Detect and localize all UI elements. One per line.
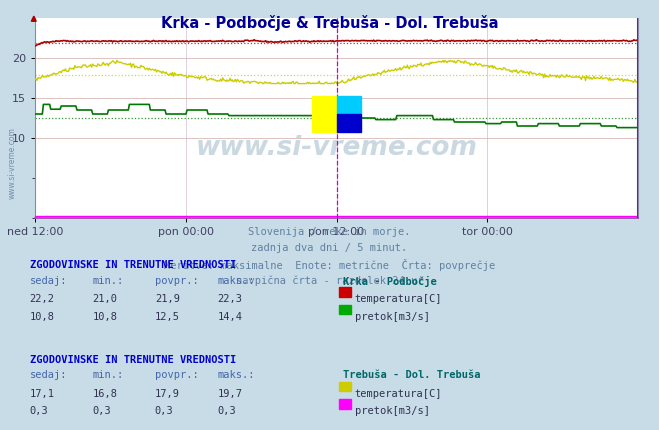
Text: navpična črta - razdelek 24 ur: navpična črta - razdelek 24 ur <box>236 276 423 286</box>
Text: sedaj:: sedaj: <box>30 370 67 380</box>
Text: Meritve: maksimalne  Enote: metrične  Črta: povprečje: Meritve: maksimalne Enote: metrične Črta… <box>164 259 495 271</box>
Text: 12,5: 12,5 <box>155 312 180 322</box>
Text: min.:: min.: <box>92 370 123 380</box>
Text: 22,2: 22,2 <box>30 294 55 304</box>
Text: zadnja dva dni / 5 minut.: zadnja dva dni / 5 minut. <box>251 243 408 253</box>
Text: 0,3: 0,3 <box>155 406 173 416</box>
Text: 17,9: 17,9 <box>155 389 180 399</box>
Text: povpr.:: povpr.: <box>155 370 198 380</box>
Text: maks.:: maks.: <box>217 276 255 286</box>
Text: www.si-vreme.com: www.si-vreme.com <box>7 127 16 200</box>
Text: 19,7: 19,7 <box>217 389 243 399</box>
Text: Krka - Podbočje: Krka - Podbočje <box>343 276 436 287</box>
Text: 10,8: 10,8 <box>30 312 55 322</box>
Text: maks.:: maks.: <box>217 370 255 380</box>
Text: 14,4: 14,4 <box>217 312 243 322</box>
Text: 0,3: 0,3 <box>30 406 48 416</box>
Text: 22,3: 22,3 <box>217 294 243 304</box>
Text: 16,8: 16,8 <box>92 389 117 399</box>
Text: Krka - Podbočje & Trebuša - Dol. Trebuša: Krka - Podbočje & Trebuša - Dol. Trebuša <box>161 15 498 31</box>
Text: Trebuša - Dol. Trebuša: Trebuša - Dol. Trebuša <box>343 370 480 380</box>
Text: povpr.:: povpr.: <box>155 276 198 286</box>
Text: Slovenija / reke in morje.: Slovenija / reke in morje. <box>248 227 411 237</box>
Text: 21,0: 21,0 <box>92 294 117 304</box>
Bar <box>312 96 337 132</box>
Bar <box>337 96 360 114</box>
Text: sedaj:: sedaj: <box>30 276 67 286</box>
Text: 10,8: 10,8 <box>92 312 117 322</box>
Text: min.:: min.: <box>92 276 123 286</box>
Text: pretok[m3/s]: pretok[m3/s] <box>355 406 430 416</box>
Text: 0,3: 0,3 <box>92 406 111 416</box>
Bar <box>337 114 360 132</box>
Text: www.si-vreme.com: www.si-vreme.com <box>196 135 478 161</box>
Text: pretok[m3/s]: pretok[m3/s] <box>355 312 430 322</box>
Text: temperatura[C]: temperatura[C] <box>355 389 442 399</box>
Text: 21,9: 21,9 <box>155 294 180 304</box>
Text: 17,1: 17,1 <box>30 389 55 399</box>
Text: 0,3: 0,3 <box>217 406 236 416</box>
Text: temperatura[C]: temperatura[C] <box>355 294 442 304</box>
Text: ZGODOVINSKE IN TRENUTNE VREDNOSTI: ZGODOVINSKE IN TRENUTNE VREDNOSTI <box>30 260 236 270</box>
Text: ZGODOVINSKE IN TRENUTNE VREDNOSTI: ZGODOVINSKE IN TRENUTNE VREDNOSTI <box>30 355 236 365</box>
